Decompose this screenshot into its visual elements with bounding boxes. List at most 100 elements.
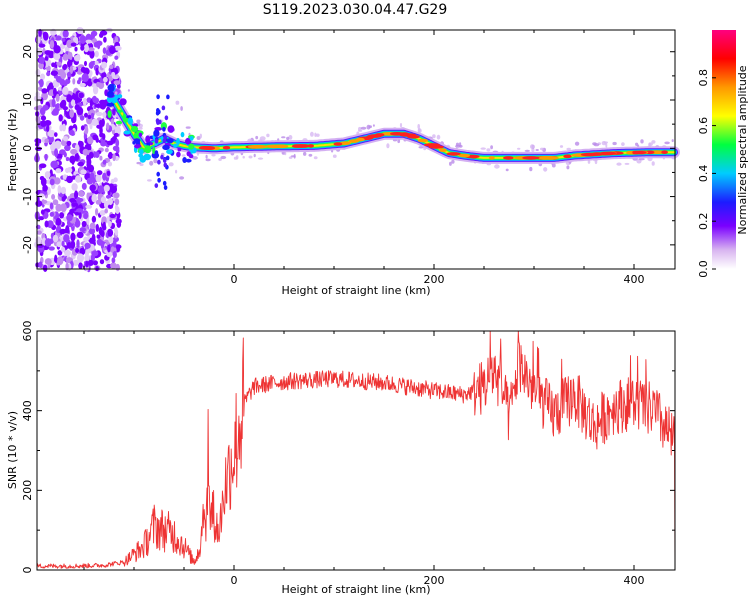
ridge-launch-blob (115, 120, 123, 125)
snr-panel: 0 200 400 0 200 400 600 Height of straight lin… (6, 321, 676, 596)
spectrogram-noise-blob (116, 84, 121, 89)
spectrogram-scatter-blob (153, 158, 158, 164)
spectrogram-panel: 0 200 400 -20 -10 0 10 20 Height of straight li… (6, 27, 680, 297)
spectrogram-noise-blob (62, 53, 69, 61)
spectrogram-scatter-blob (671, 139, 674, 143)
ridge-launch-blob (188, 143, 195, 150)
spectrogram-scatter-blob (531, 148, 535, 153)
spectrogram-scatter-blob (486, 148, 491, 152)
ridge-launch-blob (111, 84, 115, 92)
spectrogram-noise-blob (92, 177, 96, 184)
ridge-launch-blob (133, 132, 139, 140)
spectrogram-noise-blob (76, 231, 84, 239)
spectrogram-noise-blob (67, 51, 72, 60)
spectrogram-noise-blob (38, 261, 43, 269)
spectrogram-scatter-blob (281, 136, 286, 139)
ridge-streak-blob (160, 154, 164, 160)
ridge-launch-blob (189, 136, 194, 141)
spectrogram-scatter-blob (587, 160, 591, 164)
spectrogram-noise-blob (47, 129, 55, 138)
spectrogram-noise-blob (61, 37, 66, 42)
spectrogram-noise-blob (76, 208, 84, 213)
spectrogram-noise-blob (72, 78, 76, 85)
spectrogram-x-axis-label: Height of straight line (km) (281, 284, 430, 297)
ridge-launch-blob (117, 94, 123, 99)
spectrogram-noise-blob (62, 106, 68, 111)
ridge-launch-blob (166, 149, 173, 155)
spectrogram-scatter-blob (168, 162, 174, 167)
spectrogram-noise-blob (100, 230, 105, 237)
spectrogram-noise-blob (46, 71, 51, 77)
spectrogram-noise-blob (83, 236, 89, 243)
spectrogram-scatter-blob (211, 154, 216, 157)
spectrogram-noise-blob (79, 82, 86, 88)
spectrogram-noise-blob (51, 62, 56, 68)
spectrogram-noise-blob (38, 28, 42, 37)
spectrogram-noise-blob (86, 177, 93, 185)
spectrogram-noise-blob (75, 175, 82, 183)
spectrogram-noise-blob (64, 46, 70, 53)
spectrogram-noise-blob (108, 220, 112, 228)
spectrogram-noise-blob (60, 186, 67, 195)
spectrogram-noise-blob (56, 241, 62, 248)
spectrogram-scatter-blob (551, 163, 556, 168)
ridge-launch-blob (144, 145, 152, 154)
spectrogram-scatter-blob (449, 161, 452, 166)
colorbar-label: Normalized spectral amplitude (736, 65, 749, 234)
spectrogram-scatter-blob (366, 124, 371, 130)
spectrogram-noise-blob (84, 125, 89, 135)
spectrogram-noise-blob (53, 40, 58, 50)
spectrogram-noise-blob (91, 233, 96, 242)
spectrogram-noise-blob (96, 124, 103, 129)
spectrogram-noise-blob (77, 161, 85, 167)
spectrogram-noise-blob (107, 204, 114, 210)
ridge-streak-blob (165, 155, 170, 161)
spectrogram-noise-blob (74, 104, 80, 111)
spectrogram-noise-blob (90, 83, 98, 88)
spectrogram-noise-blob (41, 199, 48, 204)
spectrogram-noise-blob (99, 155, 103, 161)
spectrogram-scatter-blob (455, 142, 460, 147)
spectrogram-noise-blob (92, 151, 97, 158)
spectrogram-noise-blob (89, 49, 95, 59)
colorbar-tick-label: 0.0 (697, 260, 710, 278)
spectrogram-scatter-blob (529, 166, 533, 172)
spectrogram-noise-blob (49, 169, 53, 177)
spectrogram-scatter-blob (386, 143, 390, 149)
ridge-peak (603, 151, 617, 156)
spectrogram-noise-blob (35, 115, 41, 124)
spectrogram-noise-blob (53, 177, 61, 185)
spectrogram-scatter-blob (284, 152, 287, 156)
ridge-launch-blob (134, 144, 142, 149)
ridge-launch-blob (107, 90, 114, 98)
ridge-launch-blob (122, 113, 127, 120)
spectrogram-noise-blob (104, 147, 109, 153)
ridge-streak-blob (154, 138, 159, 144)
spectrogram-scatter-blob (372, 124, 375, 127)
ridge-peak (417, 138, 428, 143)
spectrogram-noise-blob (108, 197, 113, 206)
spectrogram-scatter-blob (205, 158, 211, 162)
spectrogram-noise-blob (87, 136, 94, 145)
spectrogram-noise-blob (49, 202, 54, 210)
spectrogram-noise-blob (103, 36, 107, 43)
spectrogram-y-tick-label: 20 (21, 45, 34, 59)
ridge-launch-blob (133, 138, 141, 144)
spectrogram-scatter-blob (540, 147, 544, 151)
spectrogram-noise-blob (74, 46, 78, 52)
spectrogram-noise-blob (88, 259, 94, 266)
ridge-streak-blob (163, 162, 168, 168)
spectrogram-noise-blob (101, 61, 107, 69)
spectrogram-noise-blob (63, 234, 70, 243)
spectrogram-noise-blob (114, 55, 119, 60)
spectrogram-scatter-blob (624, 162, 630, 165)
spectrogram-noise-blob (39, 73, 46, 81)
spectrogram-noise-blob (107, 244, 111, 253)
spectrogram-noise-blob (84, 254, 90, 262)
spectrogram-noise-blob (99, 210, 106, 216)
ridge-peak (661, 150, 668, 154)
spectrogram-noise-blob (114, 45, 122, 51)
ridge-peak (439, 148, 447, 152)
spectrogram-noise-blob (110, 178, 115, 184)
ridge-launch-blob (130, 125, 139, 133)
